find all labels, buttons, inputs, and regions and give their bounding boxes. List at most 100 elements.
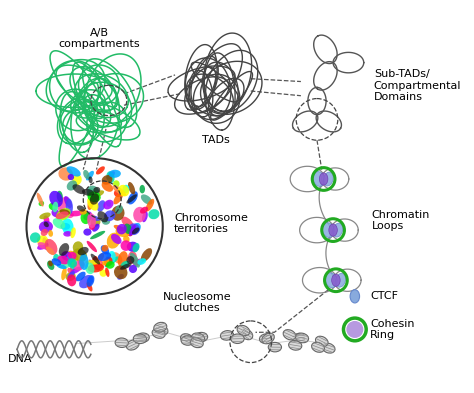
Ellipse shape (45, 239, 57, 255)
Ellipse shape (181, 334, 193, 344)
Ellipse shape (59, 243, 69, 256)
Ellipse shape (87, 282, 92, 292)
Ellipse shape (128, 182, 135, 195)
Ellipse shape (139, 185, 145, 193)
Ellipse shape (333, 223, 343, 237)
Ellipse shape (313, 171, 325, 186)
Ellipse shape (87, 188, 97, 200)
Ellipse shape (121, 217, 134, 230)
Ellipse shape (87, 275, 94, 287)
Ellipse shape (350, 290, 360, 303)
Ellipse shape (181, 336, 194, 345)
Ellipse shape (231, 334, 244, 343)
Ellipse shape (90, 231, 105, 239)
Ellipse shape (71, 261, 77, 267)
Text: CTCF: CTCF (370, 291, 398, 301)
Ellipse shape (322, 222, 334, 237)
Ellipse shape (70, 266, 82, 274)
Ellipse shape (141, 195, 152, 205)
Ellipse shape (36, 193, 44, 207)
Ellipse shape (72, 174, 82, 185)
Ellipse shape (39, 221, 53, 233)
Ellipse shape (57, 197, 69, 211)
Ellipse shape (132, 223, 141, 233)
Ellipse shape (105, 256, 119, 267)
Ellipse shape (87, 197, 94, 210)
Ellipse shape (289, 341, 302, 350)
Ellipse shape (91, 254, 100, 264)
Ellipse shape (114, 189, 122, 197)
Ellipse shape (70, 228, 76, 238)
Ellipse shape (120, 261, 129, 269)
Ellipse shape (97, 253, 104, 262)
Ellipse shape (141, 248, 152, 262)
Ellipse shape (106, 251, 116, 265)
Ellipse shape (78, 247, 89, 255)
Ellipse shape (154, 322, 167, 332)
Ellipse shape (237, 325, 250, 336)
Ellipse shape (126, 229, 133, 236)
Ellipse shape (85, 263, 94, 274)
Text: DNA: DNA (8, 354, 32, 364)
Ellipse shape (319, 173, 328, 185)
Ellipse shape (220, 331, 234, 340)
Ellipse shape (129, 224, 136, 236)
Ellipse shape (52, 202, 58, 212)
Ellipse shape (67, 251, 78, 261)
Text: A/B
compartments: A/B compartments (59, 28, 140, 49)
Ellipse shape (106, 201, 111, 207)
Ellipse shape (128, 223, 140, 235)
Ellipse shape (88, 263, 104, 272)
Ellipse shape (48, 230, 53, 237)
Ellipse shape (52, 258, 61, 266)
Ellipse shape (52, 209, 59, 217)
Ellipse shape (123, 185, 129, 193)
Ellipse shape (61, 267, 67, 280)
Ellipse shape (56, 264, 67, 269)
Ellipse shape (190, 338, 203, 348)
Ellipse shape (191, 333, 205, 343)
Ellipse shape (67, 268, 74, 274)
Ellipse shape (127, 242, 139, 252)
Ellipse shape (283, 330, 296, 340)
Ellipse shape (98, 252, 111, 261)
Ellipse shape (92, 190, 104, 197)
Ellipse shape (262, 333, 274, 344)
Ellipse shape (127, 340, 139, 350)
Ellipse shape (30, 232, 40, 243)
Ellipse shape (59, 209, 70, 215)
Ellipse shape (63, 254, 67, 260)
Ellipse shape (67, 271, 75, 278)
Ellipse shape (100, 245, 109, 255)
Ellipse shape (101, 245, 109, 252)
Ellipse shape (91, 256, 99, 269)
Ellipse shape (146, 199, 154, 211)
Ellipse shape (111, 234, 121, 244)
Ellipse shape (100, 269, 107, 277)
Ellipse shape (103, 200, 114, 209)
Ellipse shape (118, 251, 128, 267)
Ellipse shape (62, 218, 73, 235)
Ellipse shape (132, 228, 139, 234)
Ellipse shape (148, 209, 159, 219)
Ellipse shape (66, 166, 81, 176)
Ellipse shape (37, 235, 48, 245)
Ellipse shape (111, 206, 125, 221)
Ellipse shape (332, 274, 340, 286)
Ellipse shape (73, 184, 85, 194)
Ellipse shape (57, 255, 69, 264)
Ellipse shape (114, 225, 124, 231)
Ellipse shape (114, 265, 128, 279)
Ellipse shape (259, 334, 273, 343)
Ellipse shape (87, 213, 96, 228)
Ellipse shape (88, 215, 100, 221)
Ellipse shape (44, 222, 49, 227)
Ellipse shape (106, 261, 115, 269)
Ellipse shape (112, 185, 126, 196)
Ellipse shape (322, 343, 335, 353)
Ellipse shape (66, 257, 76, 266)
Ellipse shape (136, 333, 149, 342)
Text: Cohesin
Ring: Cohesin Ring (370, 319, 414, 340)
Ellipse shape (98, 211, 108, 222)
Ellipse shape (90, 193, 99, 205)
